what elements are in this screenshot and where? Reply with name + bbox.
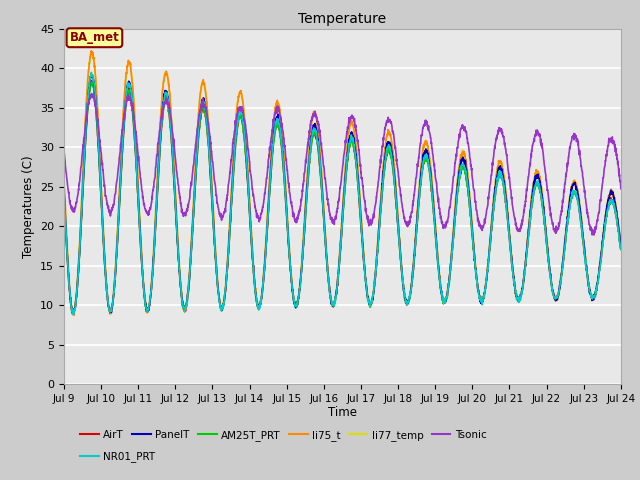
Text: BA_met: BA_met (70, 31, 119, 44)
Title: Temperature: Temperature (298, 12, 387, 26)
Y-axis label: Temperatures (C): Temperatures (C) (22, 155, 35, 258)
Legend: NR01_PRT: NR01_PRT (81, 451, 156, 462)
X-axis label: Time: Time (328, 407, 357, 420)
